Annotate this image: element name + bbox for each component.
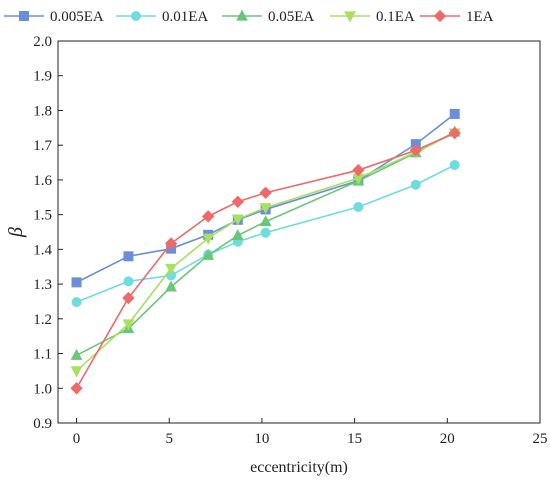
- legend-marker: [236, 9, 248, 21]
- data-point: [123, 276, 134, 287]
- legend-marker: [344, 11, 356, 23]
- y-axis-label: β: [5, 227, 27, 238]
- y-tick-label: 1.1: [33, 347, 52, 363]
- series-0.1EA: [70, 128, 461, 378]
- y-tick-label: 1.6: [33, 173, 52, 189]
- data-point: [70, 366, 83, 378]
- legend-marker: [130, 10, 141, 21]
- y-tick-label: 2.0: [33, 34, 52, 50]
- y-tick-label: 1.0: [33, 381, 52, 397]
- x-axis-ticks: 0 5 10 15 20 25: [73, 418, 548, 447]
- legend-marker: [18, 10, 29, 21]
- data-point: [259, 215, 272, 227]
- x-tick-label: 25: [533, 431, 548, 447]
- y-axis-ticks: 0.9 1.0 1.1 1.2 1.3 1.4 1.5 1.6 1.7 1.8 1.9 2.0: [33, 34, 63, 432]
- x-tick-label: 10: [254, 431, 269, 447]
- legend-label: 0.1EA: [376, 9, 415, 25]
- x-tick-label: 15: [347, 431, 362, 447]
- data-point: [448, 126, 461, 140]
- data-point: [122, 319, 135, 331]
- data-point: [165, 263, 177, 275]
- data-point: [201, 210, 215, 223]
- x-tick-label: 5: [165, 431, 173, 447]
- series-line: [76, 131, 456, 356]
- y-tick-label: 1.2: [33, 312, 52, 328]
- data-point: [231, 195, 244, 208]
- legend-item: 0.005EA: [4, 9, 104, 25]
- data-point: [122, 291, 135, 305]
- legend-label: 0.01EA: [162, 9, 208, 25]
- legend-label: 0.005EA: [50, 9, 104, 25]
- data-point: [449, 159, 460, 170]
- data-point: [202, 248, 215, 260]
- data-point: [71, 297, 82, 308]
- legend-label: 1EA: [466, 9, 494, 25]
- legend-label: 0.05EA: [268, 9, 314, 25]
- data-point: [449, 108, 460, 119]
- data-point: [409, 144, 422, 157]
- series-layer: [70, 108, 461, 395]
- data-point: [70, 348, 83, 360]
- data-point: [71, 277, 82, 288]
- y-tick-label: 1.8: [33, 103, 52, 119]
- legend-item: 0.01EA: [116, 9, 208, 25]
- data-point: [70, 382, 83, 395]
- data-point: [353, 201, 364, 212]
- data-point: [352, 164, 365, 177]
- data-point: [165, 280, 177, 292]
- data-point: [202, 233, 215, 245]
- x-axis-label: eccentricity(m): [250, 459, 348, 476]
- legend-marker: [433, 9, 447, 23]
- y-tick-label: 1.5: [33, 208, 52, 224]
- x-tick-label: 0: [73, 431, 81, 447]
- x-tick-label: 20: [440, 431, 455, 447]
- legend-item: 0.1EA: [330, 9, 415, 25]
- data-point: [260, 227, 271, 238]
- series-0.01EA: [71, 159, 460, 308]
- plot-frame: [57, 40, 541, 424]
- y-tick-label: 1.3: [33, 277, 52, 293]
- data-point: [231, 229, 244, 241]
- y-tick-label: 1.7: [33, 138, 52, 154]
- series-1EA: [70, 126, 461, 395]
- y-tick-label: 0.9: [33, 416, 52, 432]
- data-point: [164, 237, 178, 250]
- data-point: [259, 203, 272, 215]
- y-tick-label: 1.9: [33, 69, 52, 85]
- legend-item: 1EA: [420, 9, 494, 25]
- legend: 0.005EA 0.01EA 0.05EA 0.1EA 1EA: [4, 9, 494, 25]
- data-point: [410, 179, 421, 190]
- data-point: [259, 186, 272, 199]
- data-point: [123, 251, 134, 262]
- y-tick-label: 1.4: [33, 242, 52, 258]
- data-point: [231, 214, 244, 226]
- legend-item: 0.05EA: [222, 9, 314, 25]
